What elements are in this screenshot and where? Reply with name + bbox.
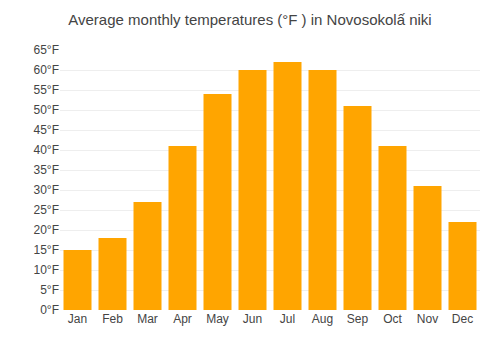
svg-text:May: May (206, 312, 229, 326)
svg-text:60°F: 60°F (34, 63, 59, 77)
svg-text:Apr: Apr (173, 312, 192, 326)
svg-text:55°F: 55°F (34, 83, 59, 97)
svg-text:35°F: 35°F (34, 163, 59, 177)
svg-text:Jun: Jun (243, 312, 262, 326)
svg-text:Jan: Jan (68, 312, 87, 326)
svg-text:Sep: Sep (347, 312, 369, 326)
svg-text:30°F: 30°F (34, 183, 59, 197)
svg-text:Feb: Feb (102, 312, 123, 326)
svg-text:0°F: 0°F (40, 303, 59, 317)
svg-text:Nov: Nov (417, 312, 438, 326)
svg-text:40°F: 40°F (34, 143, 59, 157)
svg-text:20°F: 20°F (34, 223, 59, 237)
svg-text:Dec: Dec (452, 312, 473, 326)
svg-text:65°F: 65°F (34, 43, 59, 57)
svg-text:Average monthly temperatures (: Average monthly temperatures (°F ) in No… (68, 11, 431, 28)
svg-text:50°F: 50°F (34, 103, 59, 117)
svg-text:Oct: Oct (383, 312, 402, 326)
svg-text:10°F: 10°F (34, 263, 59, 277)
svg-text:Jul: Jul (280, 312, 295, 326)
svg-text:Mar: Mar (137, 312, 158, 326)
svg-text:25°F: 25°F (34, 203, 59, 217)
svg-text:5°F: 5°F (40, 283, 59, 297)
svg-text:15°F: 15°F (34, 243, 59, 257)
svg-text:45°F: 45°F (34, 123, 59, 137)
svg-text:Aug: Aug (312, 312, 333, 326)
